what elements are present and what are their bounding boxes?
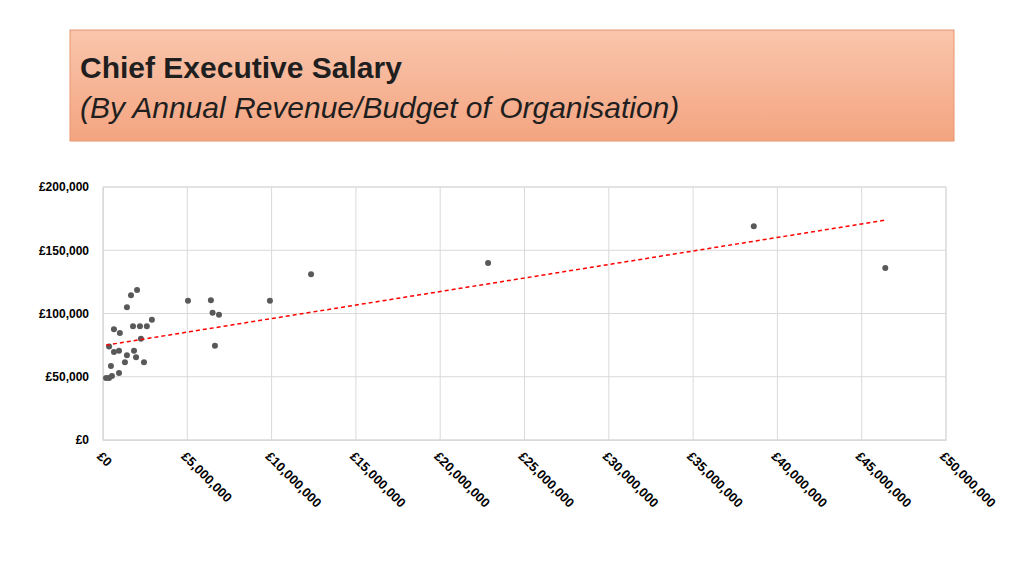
point — [111, 326, 117, 332]
x-tick-label: £50,000,000 — [937, 449, 999, 511]
grid-line-x — [608, 187, 609, 440]
point — [122, 359, 128, 365]
x-tick-label: £30,000,000 — [600, 449, 662, 511]
point — [882, 265, 888, 271]
point — [116, 348, 122, 354]
x-tick-label: £20,000,000 — [431, 449, 493, 511]
y-tick-label: £100,000 — [39, 307, 89, 321]
y-tick-label: £150,000 — [39, 244, 89, 258]
x-tick: £40,000,000 — [769, 440, 831, 510]
grid — [103, 187, 946, 440]
x-tick: £50,000,000 — [937, 440, 999, 510]
x-tick-label: £15,000,000 — [347, 449, 409, 511]
point — [267, 298, 273, 304]
x-tick-label: £35,000,000 — [684, 449, 746, 511]
point — [108, 363, 114, 369]
point — [134, 287, 140, 293]
point — [124, 352, 130, 358]
title-box — [70, 30, 954, 141]
point — [216, 312, 222, 318]
x-tick: £20,000,000 — [431, 440, 493, 510]
point — [131, 348, 137, 354]
y-tick-label: £200,000 — [39, 180, 89, 194]
grid-line-x — [355, 187, 356, 440]
x-tick-label: £0 — [94, 449, 115, 470]
x-tick: £25,000,000 — [516, 440, 578, 510]
grid-line-x — [187, 187, 188, 440]
y-tick: £200,000 — [39, 180, 103, 194]
y-tick: £0 — [76, 433, 103, 447]
x-tick-label: £45,000,000 — [853, 449, 915, 511]
x-tick: £45,000,000 — [853, 440, 915, 510]
point — [185, 298, 191, 304]
x-tick: £10,000,000 — [263, 440, 325, 510]
title: Chief Executive Salary — [80, 51, 402, 84]
point — [212, 343, 218, 349]
point — [130, 323, 136, 329]
point — [111, 349, 117, 355]
point — [208, 297, 214, 303]
point — [124, 304, 130, 310]
point — [137, 323, 143, 329]
y-tick: £50,000 — [46, 370, 103, 384]
x-tick-label: £40,000,000 — [769, 449, 831, 511]
x-tick: £5,000,000 — [178, 440, 235, 505]
point — [308, 271, 314, 277]
point — [485, 260, 491, 266]
plot-frame — [103, 187, 946, 440]
point — [116, 370, 122, 376]
x-tick: £0 — [94, 440, 115, 470]
grid-line-x — [861, 187, 862, 440]
x-tick-label: £10,000,000 — [263, 449, 325, 511]
grid-line-x — [440, 187, 441, 440]
point — [117, 330, 123, 336]
subtitle: (By Annual Revenue/Budget of Organisatio… — [80, 91, 679, 124]
point — [149, 317, 155, 323]
y-tick: £150,000 — [39, 244, 103, 258]
x-tick: £30,000,000 — [600, 440, 662, 510]
chart: Chief Executive Salary (By Annual Revenue… — [0, 0, 1024, 576]
x-tick-label: £25,000,000 — [516, 449, 578, 511]
x-tick: £35,000,000 — [684, 440, 746, 510]
x-axis: £0 £5,000,000 £10,000,000 £15,000,000 £20,00… — [94, 440, 999, 510]
point — [128, 292, 134, 298]
point — [210, 310, 216, 316]
point — [133, 354, 139, 360]
grid-line-x — [271, 187, 272, 440]
x-tick: £15,000,000 — [347, 440, 409, 510]
marks — [103, 220, 888, 381]
grid-line-x — [693, 187, 694, 440]
y-tick-label: £0 — [76, 433, 90, 447]
trend-line — [106, 220, 887, 345]
y-axis: £0 £50,000 £100,000 £150,000 £200,000 — [39, 180, 104, 447]
point — [751, 223, 757, 229]
y-tick: £100,000 — [39, 307, 103, 321]
point — [141, 359, 147, 365]
x-tick-label: £5,000,000 — [178, 449, 235, 506]
grid-line-x — [524, 187, 525, 440]
y-tick-label: £50,000 — [46, 370, 90, 384]
point — [109, 373, 115, 379]
point — [144, 323, 150, 329]
grid-line-x — [777, 187, 778, 440]
